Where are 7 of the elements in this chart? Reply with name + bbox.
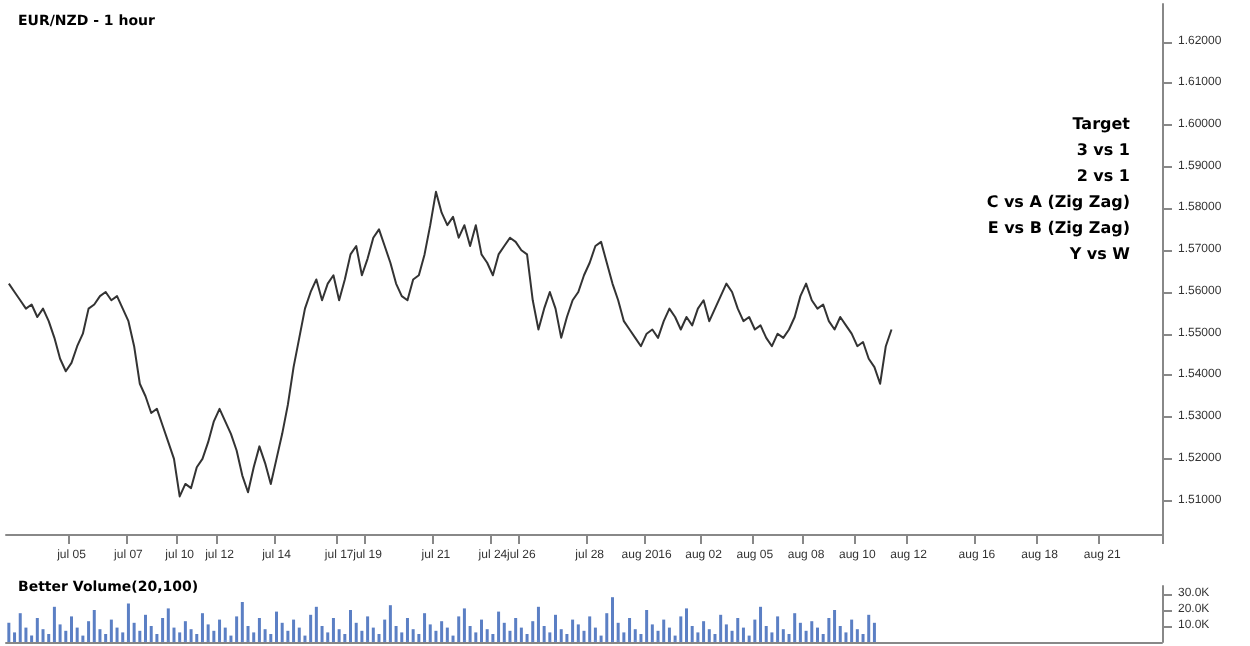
annotation: E vs B (Zig Zag)	[987, 219, 1130, 237]
annotation: 2 vs 1	[1076, 167, 1131, 185]
annotation: C vs A (Zig Zag)	[986, 193, 1130, 211]
annotation: Y vs W	[1067, 245, 1131, 263]
line-series	[7, 190, 893, 498]
annotation: 3 vs 1	[1076, 141, 1131, 159]
annotation: Target	[1072, 115, 1131, 133]
